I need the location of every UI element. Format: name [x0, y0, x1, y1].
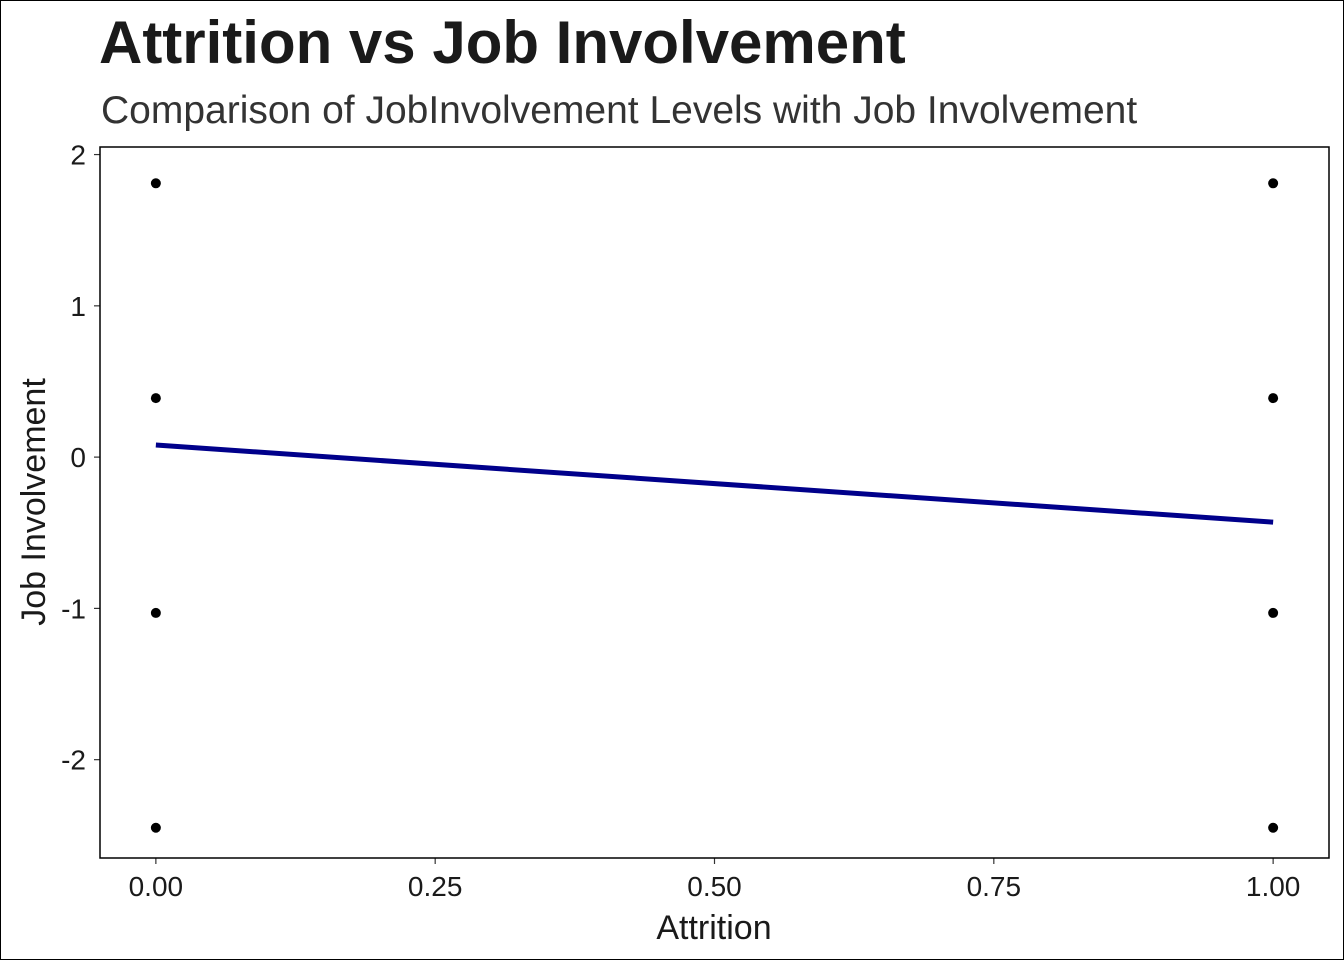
regression-line — [155, 442, 1274, 525]
data-point — [150, 178, 161, 189]
chart-subtitle: Comparison of JobInvolvement Levels with… — [101, 89, 1137, 132]
x-tick-label: 0.25 — [408, 871, 463, 902]
points-layer — [150, 178, 1279, 833]
y-tick-label: 1 — [70, 291, 86, 322]
trend-line-layer — [155, 442, 1274, 525]
data-point — [1268, 607, 1279, 618]
x-tick-label: 0.50 — [687, 871, 742, 902]
y-tick-label: -1 — [61, 593, 86, 624]
data-point — [150, 393, 161, 404]
y-tick-label: 2 — [70, 140, 86, 171]
x-tick-label: 0.75 — [967, 871, 1022, 902]
data-point — [150, 822, 161, 833]
data-point — [1268, 178, 1279, 189]
data-point — [1268, 822, 1279, 833]
plot-panel — [99, 146, 1330, 859]
data-point — [1268, 393, 1279, 404]
data-point — [150, 607, 161, 618]
x-axis-title: Attrition — [656, 909, 771, 947]
y-tick-label: -2 — [61, 745, 86, 776]
y-tick-label: 0 — [70, 442, 86, 473]
x-axis-ticks: 0.00 0.25 0.50 0.75 1.00 — [129, 858, 1301, 902]
x-tick-label: 1.00 — [1246, 871, 1301, 902]
chart-title: Attrition vs Job Involvement — [99, 9, 906, 76]
y-axis-ticks: 2 1 0 -1 -2 — [61, 140, 100, 776]
y-axis-title: Job Involvement — [15, 378, 53, 626]
x-tick-label: 0.00 — [129, 871, 184, 902]
